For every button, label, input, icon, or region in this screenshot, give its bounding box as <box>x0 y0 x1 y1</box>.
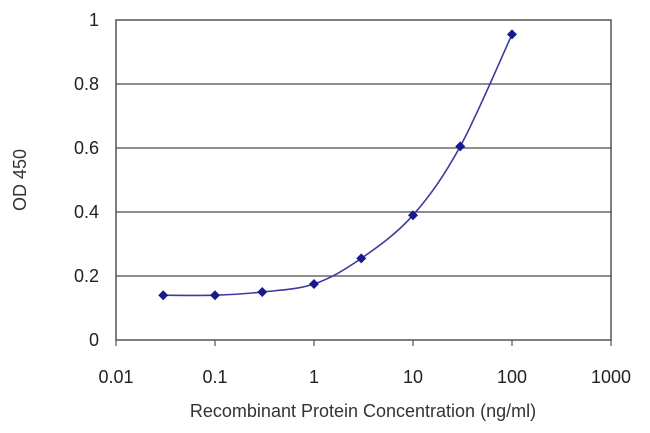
x-tick-label: 1 <box>309 367 319 387</box>
data-point-marker <box>158 290 169 301</box>
x-tick-label: 0.01 <box>98 367 133 387</box>
x-axis-ticks <box>115 340 612 346</box>
x-tick-label: 100 <box>497 367 527 387</box>
data-point-marker <box>356 253 367 264</box>
data-point-marker <box>408 210 418 221</box>
series-layer <box>158 29 517 301</box>
y-axis-title: OD 450 <box>10 149 30 211</box>
x-tick-label: 10 <box>403 367 423 387</box>
y-tick-label: 0 <box>89 330 99 350</box>
data-point-marker <box>257 287 268 297</box>
data-point-marker <box>210 290 220 301</box>
y-tick-label: 1 <box>89 10 99 30</box>
gridlines <box>116 83 611 277</box>
y-tick-label: 0.2 <box>74 266 99 286</box>
data-point-marker <box>507 29 517 40</box>
x-axis-tick-labels: 0.01 0.1 1 10 100 1000 <box>98 367 631 387</box>
data-point-marker <box>309 279 319 289</box>
y-tick-label: 0.4 <box>74 202 99 222</box>
y-axis-tick-labels: 0 0.2 0.4 0.6 0.8 1 <box>74 10 99 350</box>
x-tick-label: 1000 <box>591 367 631 387</box>
plot-area <box>115 19 612 341</box>
y-tick-label: 0.6 <box>74 138 99 158</box>
x-axis-title: Recombinant Protein Concentration (ng/ml… <box>190 401 536 421</box>
x-tick-label: 0.1 <box>202 367 227 387</box>
y-tick-label: 0.8 <box>74 74 99 94</box>
data-point-marker <box>455 141 466 152</box>
